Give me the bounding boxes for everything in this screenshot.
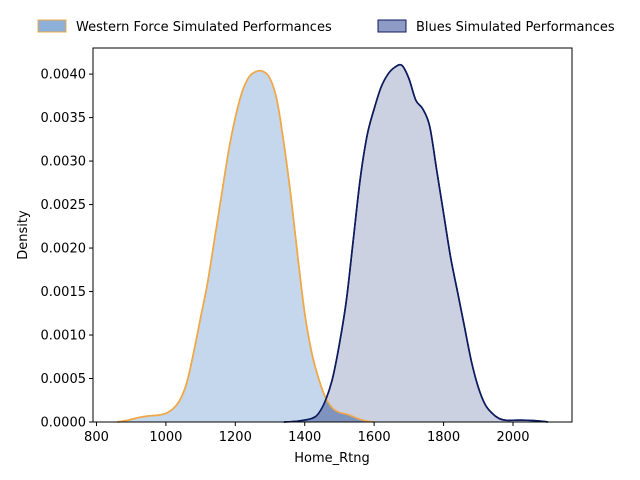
legend: Western Force Simulated Performances Blu… xyxy=(37,19,615,35)
y-tick-label: 0.0020 xyxy=(41,242,87,257)
x-axis: 800 1000 1200 1400 1600 1800 2000 xyxy=(84,422,530,445)
x-tick-label: 1000 xyxy=(149,430,182,445)
area-western-force xyxy=(117,70,375,422)
density-line-top-blues xyxy=(283,63,548,423)
x-tick-label: 2000 xyxy=(496,430,529,445)
y-tick-label: 0.0000 xyxy=(41,416,87,431)
y-axis-label: Density xyxy=(16,210,31,260)
y-tick-label: 0.0040 xyxy=(41,68,87,83)
y-tick-label: 0.0035 xyxy=(41,111,87,126)
legend-swatch-blues xyxy=(377,19,407,33)
y-tick-label: 0.0025 xyxy=(41,198,87,213)
legend-label-blues: Blues Simulated Performances xyxy=(416,20,615,35)
y-tick-label: 0.0030 xyxy=(41,155,87,170)
plot-area xyxy=(117,63,548,423)
area-blues xyxy=(283,64,548,422)
y-tick-label: 0.0005 xyxy=(41,372,87,387)
x-tick-label: 800 xyxy=(84,430,109,445)
x-tick-label: 1400 xyxy=(288,430,321,445)
legend-swatch-western-force xyxy=(37,19,67,33)
y-tick-label: 0.0015 xyxy=(41,285,87,300)
y-tick-label: 0.0010 xyxy=(41,329,87,344)
x-tick-label: 1600 xyxy=(358,430,391,445)
x-tick-label: 1800 xyxy=(427,430,460,445)
x-tick-label: 1200 xyxy=(219,430,252,445)
axes-frame xyxy=(92,47,573,423)
x-axis-label: Home_Rtng xyxy=(294,451,370,466)
y-axis: 0.0000 0.0005 0.0010 0.0015 0.0020 0.0025 0.00… xyxy=(41,68,93,431)
density-line-top-western-force xyxy=(117,69,375,423)
legend-label-western-force: Western Force Simulated Performances xyxy=(76,20,332,35)
